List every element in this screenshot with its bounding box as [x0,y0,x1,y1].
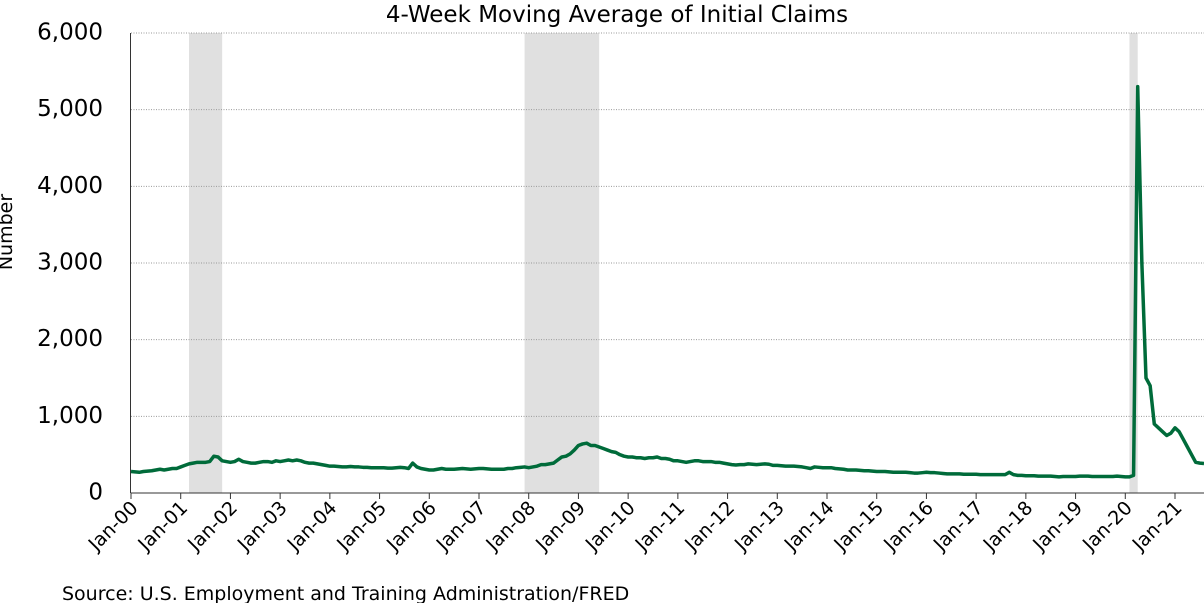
source-note: Source: U.S. Employment and Training Adm… [62,583,629,603]
x-tick-label: Jan-18 [978,497,1037,556]
y-tick-label: 1,000 [37,403,103,429]
y-tick-label: 5,000 [37,96,103,122]
x-tick-label: Jan-06 [382,497,441,556]
x-tick-label: Jan-21 [1128,497,1187,556]
y-axis-label: Number [0,194,17,271]
x-tick-label: Jan-15 [829,497,888,556]
x-tick-label: Jan-02 [183,497,242,556]
x-tick-label: Jan-05 [332,497,391,556]
x-tick-label: Jan-10 [581,497,640,556]
x-tick-label: Jan-07 [432,497,491,556]
x-tick-label: Jan-00 [84,497,143,556]
x-tick-label: Jan-04 [282,497,341,556]
y-tick-label: 0 [88,480,103,506]
y-tick-label: 4,000 [37,173,103,199]
x-tick-label: Jan-09 [531,497,590,556]
y-tick-label: 3,000 [37,250,103,276]
x-tick-label: Jan-16 [879,497,938,556]
chart-title: 4-Week Moving Average of Initial Claims [386,2,848,28]
y-tick-label: 6,000 [37,20,103,46]
x-tick-label: Jan-11 [630,497,689,556]
x-tick-label: Jan-08 [481,497,540,556]
x-tick-label: Jan-03 [233,497,292,556]
x-tick-label: Jan-12 [680,497,739,556]
x-tick-label: Jan-01 [133,497,192,556]
data-line [130,84,1204,479]
x-tick-label: Jan-13 [730,497,789,556]
x-tick-label: Jan-17 [929,497,988,556]
x-tick-label: Jan-14 [780,497,839,556]
y-tick-label: 2,000 [37,326,103,352]
x-tick-label: Jan-20 [1078,497,1137,556]
x-tick-label: Jan-19 [1028,497,1087,556]
